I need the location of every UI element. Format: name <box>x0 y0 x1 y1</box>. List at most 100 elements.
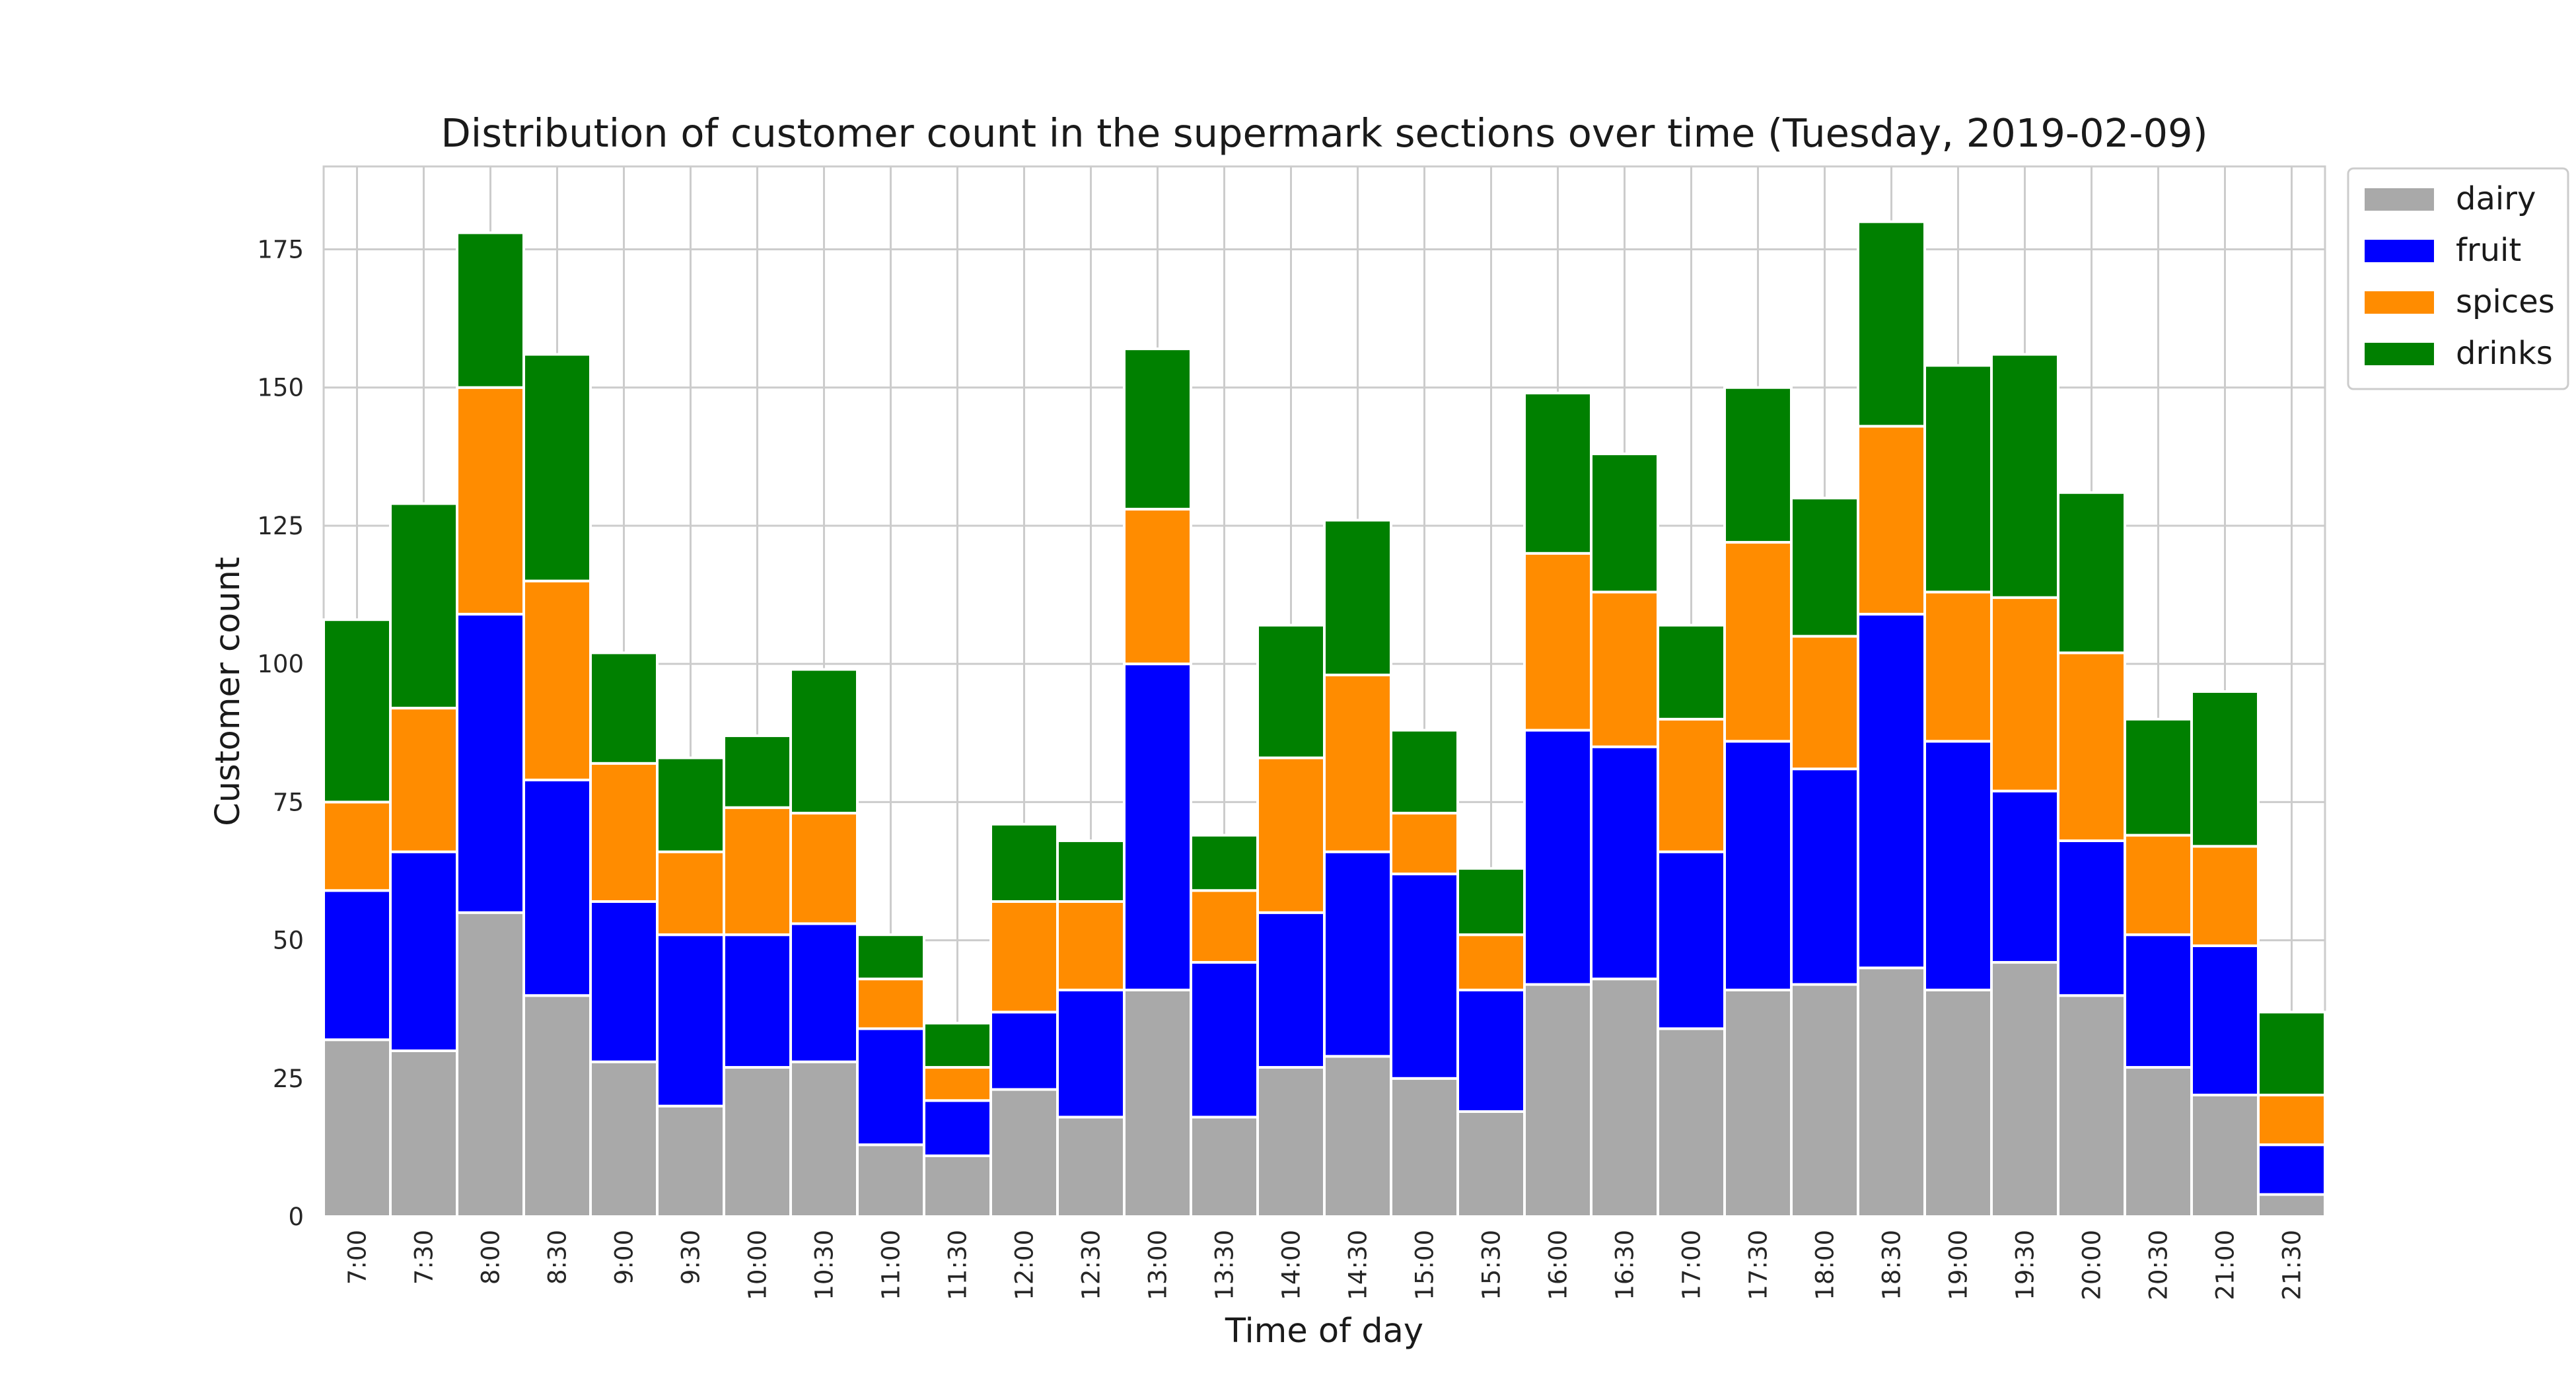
bar-fruit-1400 <box>1256 911 1326 1069</box>
x-tick-label: 11:30 <box>944 1230 972 1300</box>
bar-spices-1230 <box>1056 900 1126 991</box>
bar-spices-1200 <box>989 900 1059 1014</box>
x-tick-label: 18:00 <box>1811 1230 1840 1300</box>
bar-fruit-1800 <box>1790 767 1859 986</box>
x-tick-label: 21:30 <box>2278 1230 2307 1300</box>
bar-drinks-1130 <box>923 1022 992 1069</box>
y-tick-label: 125 <box>257 512 304 540</box>
bar-drinks-1400 <box>1256 623 1326 760</box>
bar-drinks-2130 <box>2257 1011 2326 1096</box>
bar-drinks-1230 <box>1056 839 1126 904</box>
bar-fruit-730 <box>389 850 458 1052</box>
bar-spices-1130 <box>923 1066 992 1102</box>
legend: dairy fruit spices drinks <box>2347 167 2569 390</box>
bar-dairy-930 <box>656 1104 725 1219</box>
bar-drinks-2100 <box>2190 690 2260 848</box>
x-tick-label: 19:00 <box>1945 1230 1973 1300</box>
x-tick-label: 20:30 <box>2145 1230 2173 1300</box>
bar-fruit-2000 <box>2057 839 2126 997</box>
x-tick-label: 8:00 <box>477 1230 505 1285</box>
bar-dairy-2030 <box>2124 1066 2193 1218</box>
y-tick-label: 150 <box>257 374 304 402</box>
bar-drinks-1000 <box>723 734 792 809</box>
bar-drinks-1500 <box>1390 729 1459 815</box>
bar-spices-2100 <box>2190 845 2260 947</box>
bar-spices-1700 <box>1657 717 1726 853</box>
x-tick-label: 12:00 <box>1011 1230 1039 1300</box>
bar-drinks-930 <box>656 756 725 853</box>
bar-drinks-900 <box>589 651 659 765</box>
bar-dairy-1030 <box>789 1060 859 1218</box>
bar-drinks-1530 <box>1456 867 1526 937</box>
bar-fruit-1630 <box>1590 745 1659 981</box>
bar-spices-1630 <box>1590 590 1659 748</box>
bar-spices-1900 <box>1923 590 1993 743</box>
bar-spices-1500 <box>1390 812 1459 876</box>
bar-spices-1030 <box>789 812 859 925</box>
y-tick-label: 25 <box>273 1065 304 1093</box>
bar-fruit-1930 <box>1990 789 2059 964</box>
y-tick-labels: 0 25 50 75 100 125 150 175 <box>257 236 304 1231</box>
bar-drinks-1830 <box>1857 220 1926 428</box>
bar-fruit-1530 <box>1456 988 1526 1114</box>
x-tick-label: 8:30 <box>544 1230 572 1285</box>
bar-drinks-1030 <box>789 668 859 815</box>
bar-fruit-2030 <box>2124 933 2193 1069</box>
bar-drinks-1630 <box>1590 452 1659 594</box>
legend-label-dairy: dairy <box>2456 180 2536 217</box>
bar-spices-1930 <box>1990 596 2059 793</box>
bar-fruit-2130 <box>2257 1143 2326 1196</box>
bar-fruit-1100 <box>856 1027 925 1147</box>
bar-spices-1430 <box>1323 673 1392 853</box>
bar-fruit-1230 <box>1056 988 1126 1119</box>
bar-drinks-700 <box>322 618 392 804</box>
bar-dairy-1530 <box>1456 1110 1526 1218</box>
bar-drinks-1700 <box>1657 623 1726 721</box>
x-tick-label: 15:00 <box>1411 1230 1439 1300</box>
x-tick-label: 17:30 <box>1744 1230 1773 1300</box>
bar-spices-1100 <box>856 978 925 1030</box>
x-tick-label: 7:00 <box>343 1230 372 1285</box>
bar-dairy-900 <box>589 1060 659 1218</box>
bar-dairy-1900 <box>1923 988 1993 1219</box>
legend-swatch-drinks <box>2365 343 2434 365</box>
y-tick-label: 50 <box>273 927 304 955</box>
y-axis-label: Customer count <box>209 557 248 826</box>
y-tick-label: 0 <box>288 1203 304 1231</box>
bar-spices-800 <box>456 386 525 616</box>
bar-dairy-800 <box>456 911 525 1218</box>
bar-drinks-2030 <box>2124 717 2193 837</box>
bar-dairy-1100 <box>856 1143 925 1219</box>
bar-dairy-1130 <box>923 1154 992 1219</box>
bar-dairy-1200 <box>989 1088 1059 1219</box>
bar-spices-2130 <box>2257 1093 2326 1147</box>
x-tick-labels: 7:00 7:30 8:00 8:30 9:00 9:30 10:00 10:30 11:00 1… <box>343 1230 2307 1300</box>
x-tick-label: 20:00 <box>2078 1230 2106 1300</box>
bar-drinks-1100 <box>856 933 925 981</box>
legend-swatch-dairy <box>2365 188 2434 211</box>
x-tick-label: 7:30 <box>410 1230 439 1285</box>
bar-spices-930 <box>656 850 725 937</box>
chart-title: Distribution of customer count in the su… <box>441 110 2207 156</box>
bar-spices-1800 <box>1790 635 1859 771</box>
bar-dairy-2100 <box>2190 1093 2260 1219</box>
bar-drinks-1200 <box>989 822 1059 904</box>
bar-fruit-830 <box>522 778 592 997</box>
bar-spices-1300 <box>1123 507 1192 666</box>
bar-dairy-2000 <box>2057 994 2126 1219</box>
x-tick-label: 21:00 <box>2211 1230 2240 1300</box>
x-tick-label: 10:00 <box>744 1230 772 1300</box>
x-tick-label: 19:30 <box>2011 1230 2040 1300</box>
bar-spices-730 <box>389 707 458 853</box>
bar-fruit-1330 <box>1190 961 1259 1119</box>
x-tick-label: 18:30 <box>1878 1230 1906 1300</box>
bar-spices-1530 <box>1456 933 1526 991</box>
bar-drinks-1800 <box>1790 497 1859 638</box>
legend-label-fruit: fruit <box>2456 232 2521 269</box>
bar-spices-1330 <box>1190 889 1259 964</box>
bar-fruit-1030 <box>789 922 859 1063</box>
x-tick-label: 14:00 <box>1277 1230 1306 1300</box>
bar-dairy-1830 <box>1857 966 1926 1218</box>
bar-fruit-1730 <box>1723 740 1793 991</box>
